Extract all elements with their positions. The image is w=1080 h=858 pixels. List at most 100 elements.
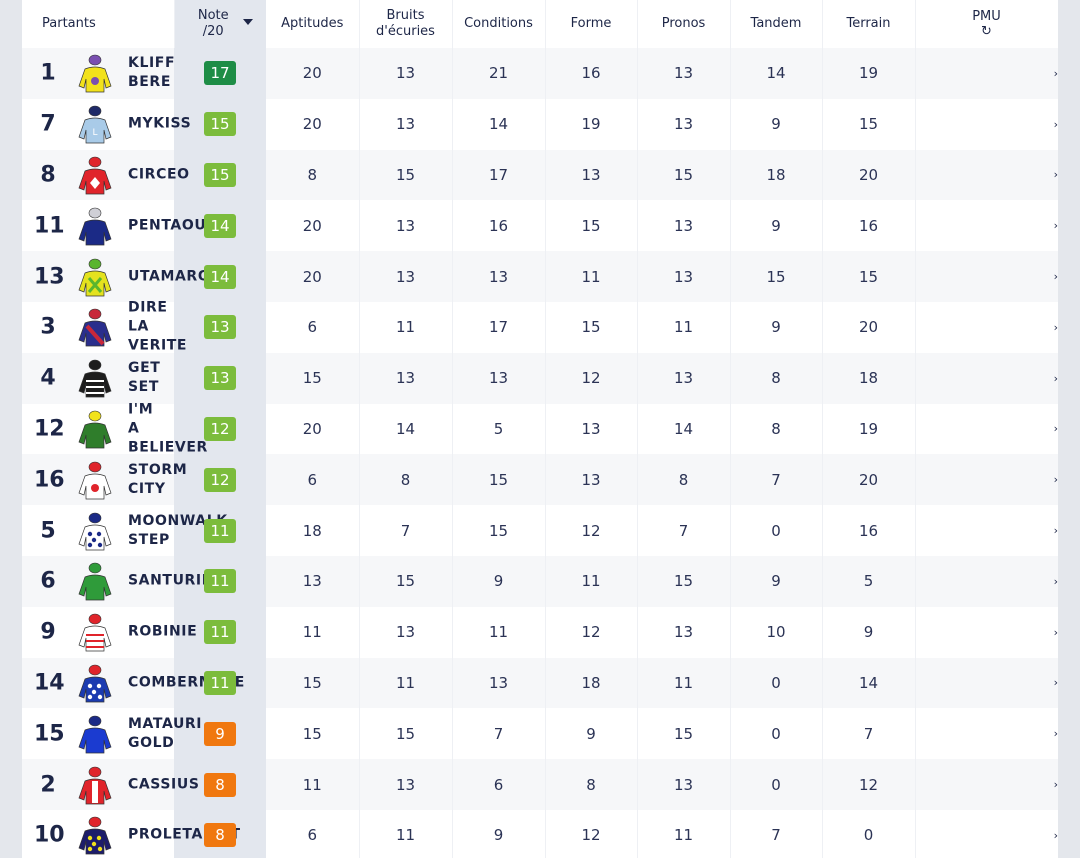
terrain-value: 5 bbox=[822, 555, 916, 607]
table-row[interactable]: 10 PROLETARIAT 8 6 11 9 12 11 7 0 › bbox=[22, 809, 1058, 858]
partant-cell[interactable]: 14 COMBERMERE bbox=[22, 657, 244, 709]
partant-cell[interactable]: 4 GET SET bbox=[22, 352, 174, 404]
chevron-right-icon[interactable]: › bbox=[1053, 727, 1058, 741]
partant-cell[interactable]: 16 STORM CITY bbox=[22, 454, 187, 506]
chevron-right-icon[interactable]: › bbox=[1053, 422, 1058, 436]
horse-name[interactable]: I'M A BELIEVER bbox=[128, 401, 208, 456]
table-row[interactable]: 12 I'M A BELIEVER 12 20 14 5 13 14 8 19 › bbox=[22, 401, 1058, 455]
partant-cell[interactable]: 3 DIRE LA VERITE bbox=[22, 300, 186, 354]
chevron-right-icon[interactable]: › bbox=[1053, 117, 1058, 131]
chevron-right-icon[interactable]: › bbox=[1053, 574, 1058, 588]
horse-name[interactable]: PROLETARIAT bbox=[128, 826, 241, 843]
chevron-right-icon[interactable]: › bbox=[1053, 168, 1058, 182]
pmu-cell[interactable]: › bbox=[915, 251, 1058, 302]
chevron-right-icon[interactable]: › bbox=[1053, 270, 1058, 284]
horse-name[interactable]: PENTAOUR bbox=[128, 217, 218, 234]
table-row[interactable]: 13 UTAMARO 14 20 13 13 11 13 15 15 › bbox=[22, 251, 1058, 302]
horse-name[interactable]: SANTURIN bbox=[128, 572, 215, 589]
sort-desc-icon[interactable] bbox=[242, 19, 253, 25]
horse-name[interactable]: ROBINIE bbox=[128, 623, 198, 640]
horse-name[interactable]: DIRE LA VERITE bbox=[128, 299, 188, 354]
chevron-right-icon[interactable]: › bbox=[1053, 219, 1058, 233]
partant-cell[interactable]: 2 CASSIUS bbox=[22, 759, 199, 810]
horse-name[interactable]: MYKISS bbox=[128, 115, 192, 132]
partant-cell[interactable]: 12 I'M A BELIEVER bbox=[22, 401, 207, 455]
chevron-right-icon[interactable]: › bbox=[1053, 625, 1058, 639]
horse-name[interactable]: COMBERMERE bbox=[128, 674, 245, 691]
partant-cell[interactable]: 9 ROBINIE bbox=[22, 607, 197, 658]
partant-cell[interactable]: 15 MATAURI GOLD bbox=[22, 708, 202, 759]
terrain-value: 19 bbox=[822, 48, 916, 99]
partant-cell[interactable]: 8 CIRCEO bbox=[22, 149, 189, 201]
header-aptitudes: Aptitudes bbox=[266, 0, 360, 48]
pmu-cell[interactable]: › bbox=[915, 607, 1058, 658]
partant-cell[interactable]: 1 KLIFF BERE bbox=[22, 48, 175, 99]
horse-name[interactable]: MOONWALK STEP bbox=[128, 512, 228, 548]
partant-cell[interactable]: 7 L MYKISS bbox=[22, 99, 191, 150]
table-row[interactable]: 11 PENTAOUR 14 20 13 16 15 13 9 16 › bbox=[22, 200, 1058, 252]
chevron-right-icon[interactable]: › bbox=[1053, 66, 1058, 80]
table-row[interactable]: 15 MATAURI GOLD 9 15 15 7 9 15 0 7 › bbox=[22, 708, 1058, 760]
table-row[interactable]: 3 DIRE LA VERITE 13 6 11 17 15 11 9 20 › bbox=[22, 300, 1058, 354]
chevron-right-icon[interactable]: › bbox=[1053, 371, 1058, 385]
pronos-value: 14 bbox=[637, 403, 731, 455]
table-row[interactable]: 8 CIRCEO 15 8 15 17 13 15 18 20 › bbox=[22, 149, 1058, 201]
bruits-value: 15 bbox=[359, 708, 453, 760]
pmu-cell[interactable]: › bbox=[915, 810, 1058, 858]
table-row[interactable]: 14 COMBERMERE 11 15 11 13 18 11 0 14 › bbox=[22, 657, 1058, 709]
pmu-cell[interactable]: › bbox=[915, 200, 1058, 251]
note-badge: 13 bbox=[204, 315, 236, 340]
pronos-value: 13 bbox=[637, 606, 731, 658]
pmu-cell[interactable]: › bbox=[915, 708, 1058, 759]
horse-name[interactable]: MATAURI GOLD bbox=[128, 715, 203, 751]
pmu-cell[interactable]: › bbox=[915, 48, 1058, 99]
note-cell: 9 bbox=[174, 708, 266, 759]
pmu-cell[interactable]: › bbox=[915, 404, 1058, 455]
table-row[interactable]: 2 CASSIUS 8 11 13 6 8 13 0 12 › bbox=[22, 759, 1058, 810]
note-badge: 9 bbox=[204, 721, 236, 746]
table-row[interactable]: 9 ROBINIE 11 11 13 11 12 13 10 9 › bbox=[22, 606, 1058, 658]
partant-cell[interactable]: 13 UTAMARO bbox=[22, 251, 210, 302]
refresh-icon[interactable]: ↻ bbox=[981, 24, 992, 39]
partant-cell[interactable]: 11 PENTAOUR bbox=[22, 200, 217, 251]
bruits-value: 11 bbox=[359, 809, 453, 858]
bruits-value: 15 bbox=[359, 555, 453, 607]
horse-name[interactable]: STORM CITY bbox=[128, 461, 188, 497]
pmu-cell[interactable]: › bbox=[915, 505, 1058, 556]
pmu-cell[interactable]: › bbox=[915, 149, 1058, 201]
pmu-cell[interactable]: › bbox=[915, 555, 1058, 607]
partant-cell[interactable]: 5 MOONWALK STEP bbox=[22, 505, 227, 556]
pmu-cell[interactable]: › bbox=[915, 759, 1058, 810]
table-row[interactable]: 6 SANTURIN 11 13 15 9 11 15 9 5 › bbox=[22, 555, 1058, 607]
chevron-right-icon[interactable]: › bbox=[1053, 676, 1058, 690]
table-row[interactable]: 7 L MYKISS 15 20 13 14 19 13 9 15 › bbox=[22, 98, 1058, 150]
horse-name[interactable]: CASSIUS bbox=[128, 776, 200, 793]
horse-name[interactable]: KLIFF BERE bbox=[128, 55, 176, 91]
table-row[interactable]: 16 STORM CITY 12 6 8 15 13 8 7 20 › bbox=[22, 454, 1058, 506]
chevron-right-icon[interactable]: › bbox=[1053, 320, 1058, 334]
pmu-cell[interactable]: › bbox=[915, 302, 1058, 353]
chevron-right-icon[interactable]: › bbox=[1053, 828, 1058, 842]
note-badge: 11 bbox=[204, 620, 236, 645]
runners-table: Partants Note /20 Aptitudes Bruits d'écu… bbox=[22, 0, 1058, 858]
chevron-right-icon[interactable]: › bbox=[1053, 524, 1058, 538]
horse-name[interactable]: GET SET bbox=[128, 360, 161, 396]
pmu-cell[interactable]: › bbox=[915, 657, 1058, 709]
pmu-cell[interactable]: › bbox=[915, 99, 1058, 150]
note-badge: 17 bbox=[204, 61, 236, 86]
header-pmu: PMU ↻ bbox=[915, 0, 1058, 48]
pronos-value: 13 bbox=[637, 200, 731, 252]
header-note[interactable]: Note /20 bbox=[174, 0, 266, 48]
chevron-right-icon[interactable]: › bbox=[1053, 778, 1058, 792]
pmu-cell[interactable]: › bbox=[915, 454, 1058, 506]
pmu-cell[interactable]: › bbox=[915, 352, 1058, 404]
table-row[interactable]: 4 GET SET 13 15 13 13 12 13 8 18 › bbox=[22, 352, 1058, 404]
chevron-right-icon[interactable]: › bbox=[1053, 473, 1058, 487]
horse-name[interactable]: UTAMARO bbox=[128, 268, 211, 285]
aptitudes-value: 11 bbox=[266, 606, 360, 658]
table-row[interactable]: 5 MOONWALK STEP 11 18 7 15 12 7 0 16 › bbox=[22, 505, 1058, 556]
horse-name[interactable]: CIRCEO bbox=[128, 166, 190, 183]
partant-cell[interactable]: 10 PROLETARIAT bbox=[22, 810, 240, 858]
partant-cell[interactable]: 6 SANTURIN bbox=[22, 555, 213, 607]
table-row[interactable]: 1 KLIFF BERE 17 20 13 21 16 13 14 19 › bbox=[22, 48, 1058, 99]
